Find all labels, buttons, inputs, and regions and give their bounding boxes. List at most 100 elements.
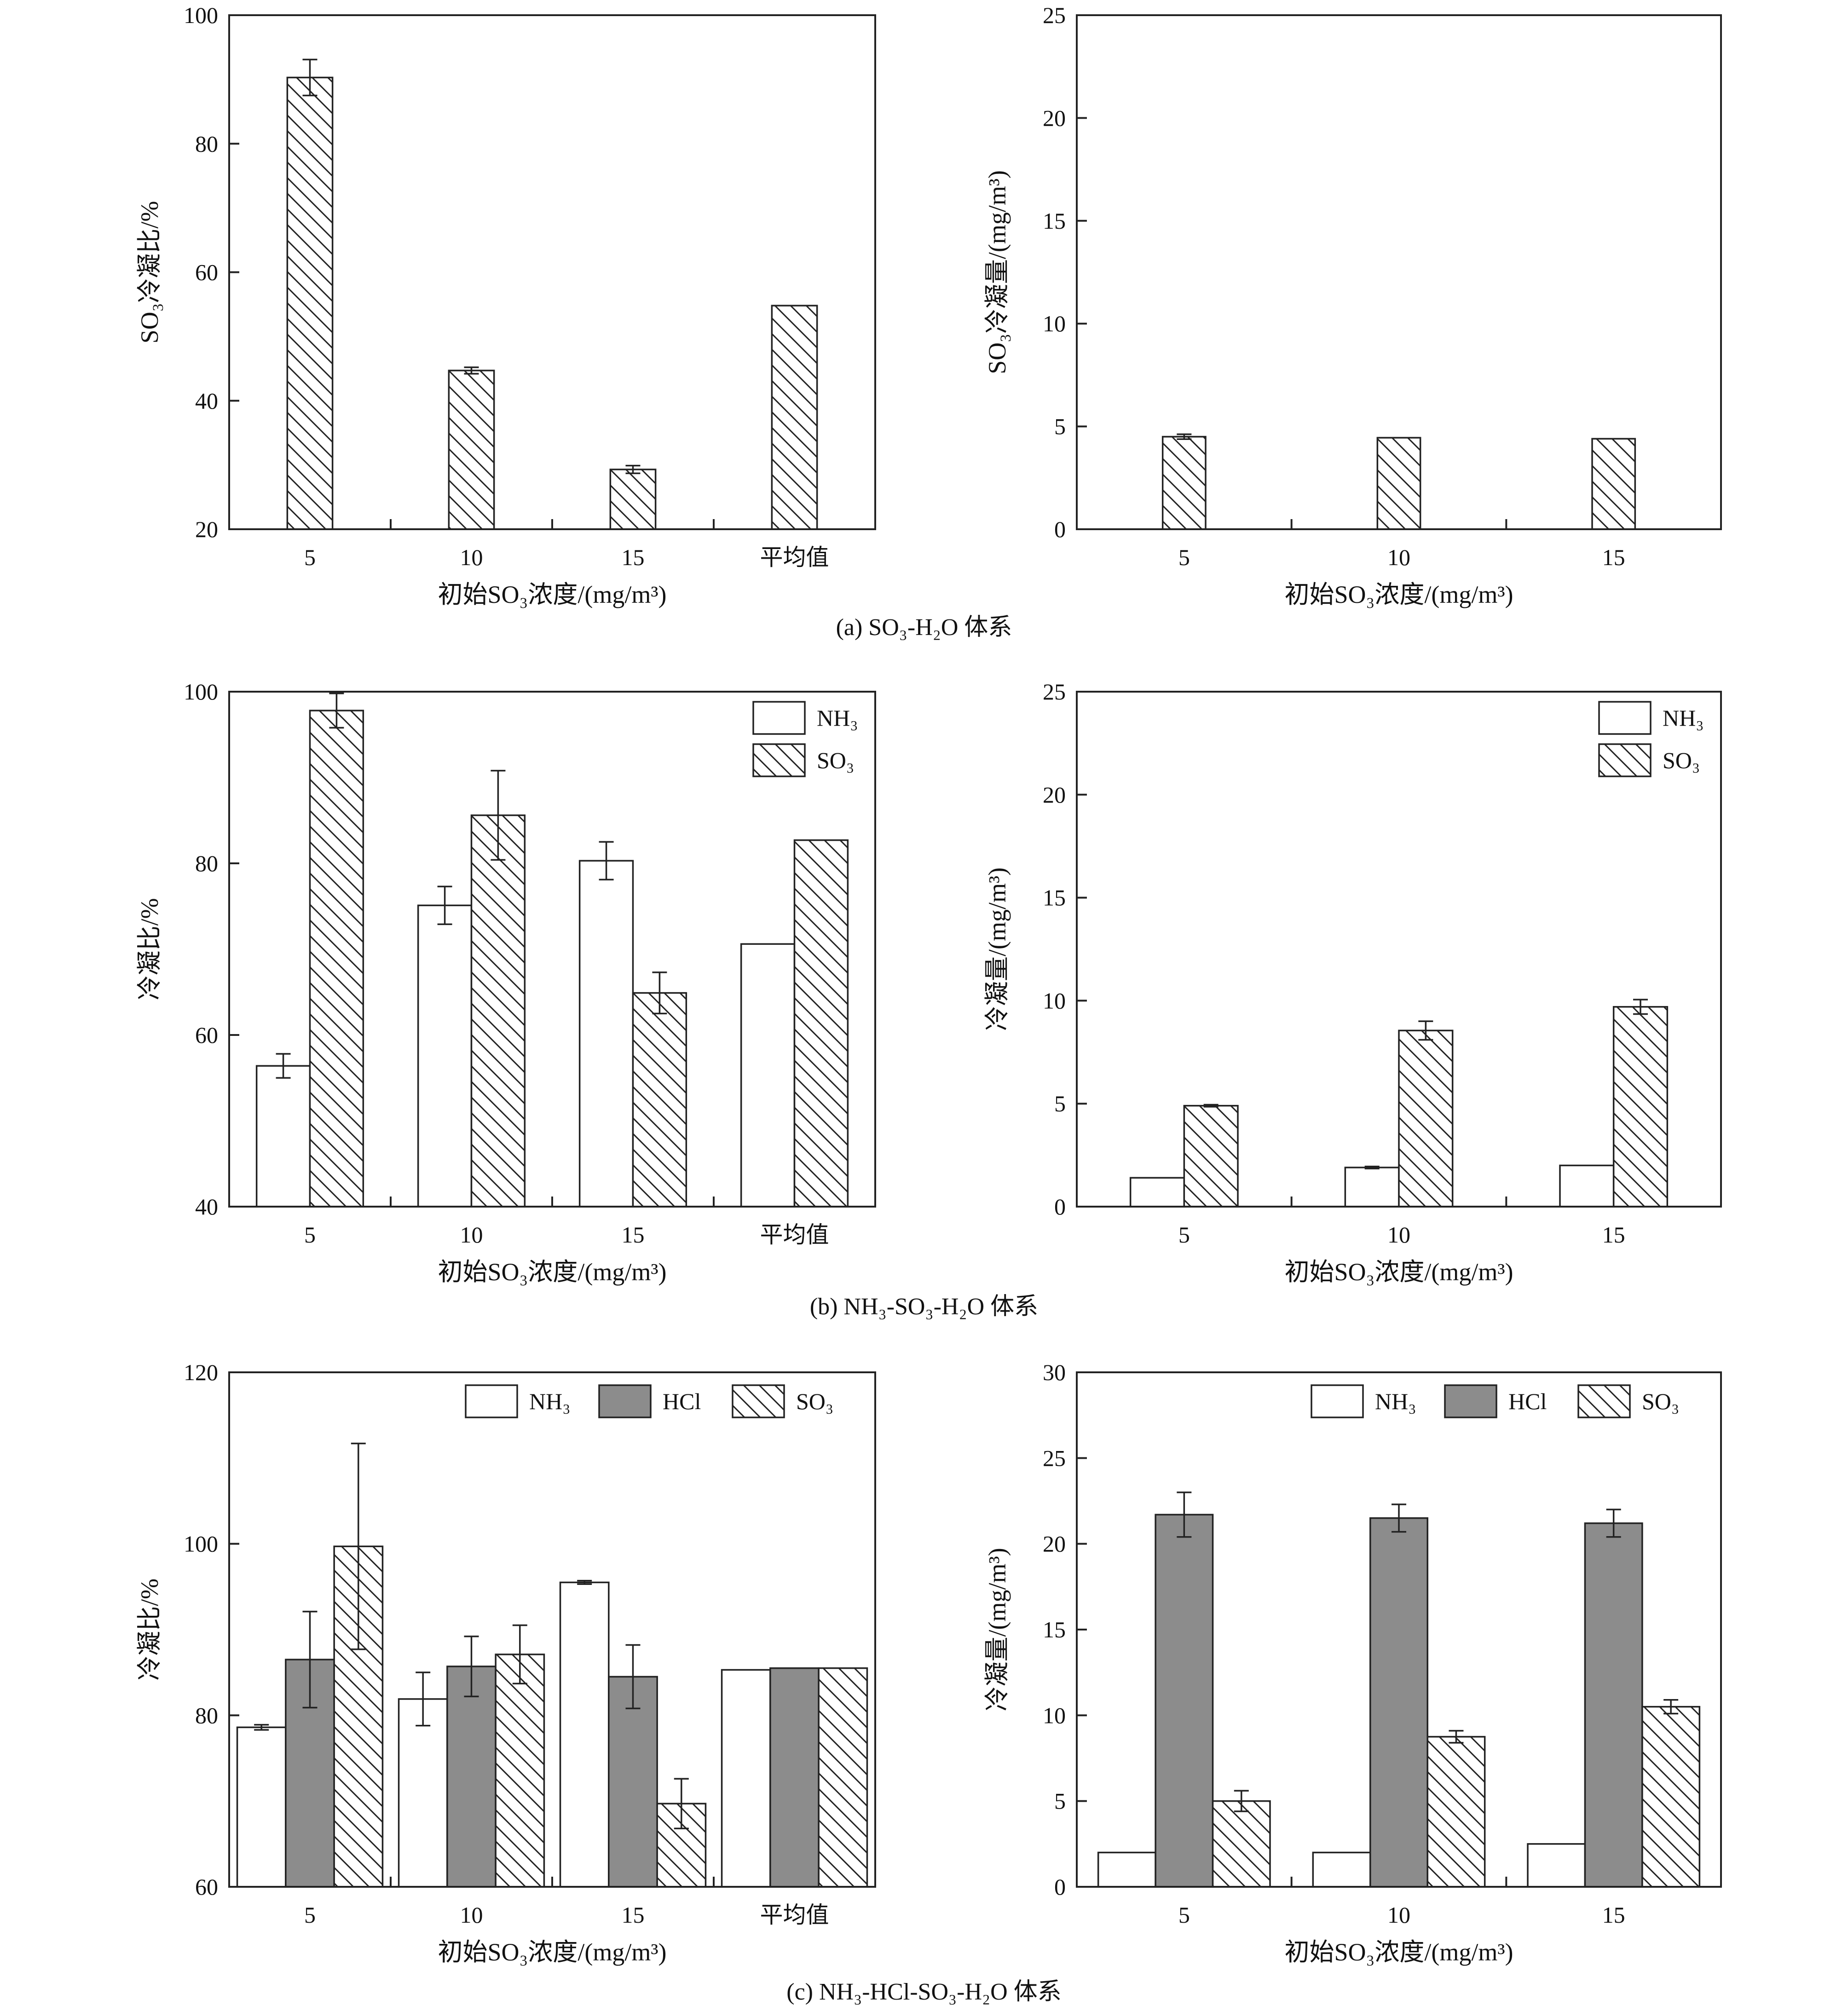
x-tick-label-b-left-2: 15 (622, 1222, 645, 1248)
y-tick-label-c-right-4: 20 (1043, 1531, 1066, 1557)
error-bar-c-left-s1-c2 (625, 1644, 641, 1710)
bar-c-left-s2-c3 (818, 1667, 868, 1888)
y-tick-label-c-left-3: 120 (184, 1359, 218, 1385)
y-tick-label-b-left-0: 40 (195, 1194, 218, 1220)
error-bar-c-left-s2-c0 (351, 1442, 366, 1650)
error-bar-b-right-s1-c0 (1203, 1104, 1219, 1108)
bar-a-right-s0-c2 (1591, 438, 1636, 530)
error-bar-c-left-s0-c0 (254, 1724, 269, 1731)
x-tick-label-c-left-1: 10 (460, 1902, 483, 1928)
bar-b-right-s0-c0 (1129, 1177, 1185, 1208)
y-axis-label-a-left: SO₃冷凝比/% (136, 201, 163, 344)
bar-c-right-s2-c1 (1426, 1736, 1486, 1888)
x-tick-label-b-right-0: 5 (1178, 1222, 1190, 1248)
bar-c-right-s0-c1 (1312, 1851, 1371, 1888)
bar-c-right-s0-c0 (1097, 1851, 1156, 1888)
bar-c-right-s0-c2 (1527, 1843, 1586, 1888)
y-tick-label-c-left-2: 100 (184, 1531, 218, 1557)
legend-label-c-right-1: HCl (1508, 1388, 1547, 1414)
y-tick-label-b-right-5: 25 (1043, 679, 1066, 705)
x-tick-label-b-right-2: 15 (1602, 1222, 1625, 1248)
y-tick-label-b-right-0: 0 (1054, 1194, 1066, 1220)
y-tick-label-b-left-1: 60 (195, 1022, 218, 1048)
error-bar-b-left-s1-c1 (491, 769, 506, 861)
chart-a-right: 0 5 10 15 20 25 5 10 15 初始SO₃浓度/(mg/m³) SO₃冷凝量/(mg… (983, 2, 1722, 608)
caption-c: (c) NH₃-HCl-SO₃-H₂O 体系 (786, 1979, 1061, 2005)
bar-b-right-s1-c1 (1398, 1029, 1454, 1208)
x-tick-label-a-left-0: 5 (304, 544, 316, 570)
legend-swatch-b-right-0 (1598, 701, 1652, 735)
y-tick-label-a-left-0: 20 (195, 516, 218, 542)
y-tick-label-a-right-2: 10 (1043, 311, 1066, 336)
x-tick-label-c-left-3: 平均值 (760, 1902, 829, 1928)
error-bar-b-left-s1-c0 (329, 692, 344, 729)
bar-b-left-s0-c3 (740, 943, 796, 1208)
x-tick-label-b-left-0: 5 (304, 1222, 316, 1248)
legend-label-b-left-1: SO₃ (817, 747, 854, 773)
x-tick-label-c-left-2: 15 (622, 1902, 645, 1928)
error-bar-a-left-s0-c1 (464, 366, 479, 375)
error-bar-c-right-s1-c2 (1606, 1509, 1621, 1538)
plot-frame-a-right (1076, 14, 1722, 530)
bar-c-left-s0-c1 (398, 1698, 448, 1888)
caption-b: (b) NH₃-SO₃-H₂O 体系 (810, 1294, 1038, 1320)
bar-b-left-s0-c0 (255, 1065, 311, 1208)
x-tick-label-a-left-3: 平均值 (760, 544, 829, 570)
y-tick-label-a-right-3: 15 (1043, 208, 1066, 234)
x-tick-label-a-left-1: 10 (460, 544, 483, 570)
error-bar-b-right-s0-c1 (1364, 1165, 1380, 1169)
bar-c-right-s1-c1 (1369, 1517, 1428, 1888)
legend-label-c-left-1: HCl (663, 1388, 701, 1414)
error-bar-c-right-s2-c1 (1449, 1730, 1464, 1744)
y-tick-label-a-left-2: 60 (195, 260, 218, 285)
legend-swatch-c-left-0 (465, 1384, 518, 1418)
bar-c-right-s2-c2 (1641, 1705, 1701, 1888)
y-tick-label-b-right-4: 20 (1043, 782, 1066, 808)
plot-frame-b-right (1076, 691, 1722, 1208)
legend-label-b-right-0: NH₃ (1663, 705, 1704, 731)
error-bar-b-left-s0-c0 (276, 1053, 291, 1079)
x-tick-label-b-right-1: 10 (1387, 1222, 1410, 1248)
x-tick-label-b-left-1: 10 (460, 1222, 483, 1248)
error-bar-a-left-s0-c2 (625, 465, 641, 474)
y-tick-label-c-right-5: 25 (1043, 1445, 1066, 1471)
error-bar-c-left-s1-c1 (464, 1636, 479, 1698)
y-tick-label-b-right-2: 10 (1043, 988, 1066, 1013)
error-bar-c-right-s1-c1 (1392, 1503, 1406, 1533)
x-tick-label-c-right-2: 15 (1602, 1902, 1625, 1928)
legend-label-c-right-0: NH₃ (1375, 1388, 1416, 1414)
bar-a-left-s0-c3 (771, 305, 818, 530)
bar-c-right-s2-c0 (1212, 1800, 1271, 1888)
error-bar-b-right-s1-c1 (1418, 1020, 1433, 1041)
error-bar-b-left-s0-c1 (437, 885, 452, 925)
error-bar-c-left-s1-c0 (302, 1611, 318, 1709)
y-tick-label-b-right-3: 15 (1043, 885, 1066, 911)
x-tick-label-a-right-0: 5 (1178, 544, 1190, 570)
x-axis-label-b-left: 初始SO₃浓度/(mg/m³) (438, 1258, 666, 1286)
x-axis-label-a-right: 初始SO₃浓度/(mg/m³) (1284, 581, 1513, 608)
legend-swatch-c-right-1 (1444, 1384, 1497, 1418)
chart-b-right: 0 5 10 15 20 25 5 10 15 初始SO₃浓度/(mg/m³) 冷凝量/(mg/m³… (983, 679, 1722, 1286)
bar-b-left-s0-c2 (578, 860, 634, 1208)
y-tick-label-a-left-4: 100 (184, 2, 218, 28)
bar-b-left-s1-c2 (632, 992, 687, 1208)
bar-c-left-s0-c2 (559, 1581, 610, 1888)
bar-b-right-s0-c2 (1559, 1164, 1615, 1208)
error-bar-a-right-s0-c0 (1177, 433, 1192, 440)
bar-c-left-s0-c0 (236, 1726, 287, 1888)
y-axis-label-c-left: 冷凝比/% (136, 1578, 163, 1681)
y-tick-label-c-left-1: 80 (195, 1702, 218, 1728)
legend-label-c-right-2: SO₃ (1642, 1388, 1679, 1414)
y-tick-label-c-right-0: 0 (1054, 1874, 1066, 1900)
bar-c-right-s1-c0 (1155, 1514, 1214, 1888)
error-bar-c-left-s2-c1 (512, 1624, 527, 1685)
legend-label-b-right-1: SO₃ (1663, 747, 1700, 773)
error-bar-c-left-s0-c1 (416, 1671, 431, 1727)
legend-c-right: NH₃ HCl SO₃ (1311, 1384, 1679, 1418)
bar-b-left-s1-c0 (309, 710, 364, 1208)
y-tick-label-c-right-6: 30 (1043, 1359, 1066, 1385)
bar-c-left-s0-c3 (721, 1669, 771, 1888)
